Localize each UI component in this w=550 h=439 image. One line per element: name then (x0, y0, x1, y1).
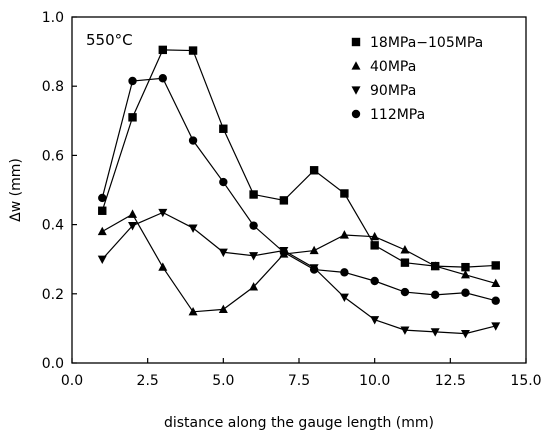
x-tick-label: 15.0 (510, 373, 541, 389)
data-point (218, 304, 228, 313)
data-point (219, 177, 228, 187)
data-point (188, 136, 198, 145)
data-point (460, 329, 470, 339)
data-point (128, 209, 138, 218)
data-point (400, 287, 410, 297)
data-point (279, 248, 289, 257)
x-tick-label: 10.0 (359, 373, 390, 389)
data-point (430, 261, 440, 270)
data-point (491, 322, 501, 331)
x-tick-label: 12.5 (435, 373, 466, 389)
data-point (400, 258, 410, 267)
series-line-3 (101, 77, 496, 302)
data-point (97, 255, 107, 264)
data-point (460, 269, 470, 279)
data-point (431, 290, 440, 300)
x-tick-label: 2.5 (137, 373, 159, 389)
legend-marker (351, 61, 361, 70)
series-line-0 (101, 49, 496, 268)
data-point (400, 326, 410, 335)
legend-label: 40MPa (370, 59, 416, 75)
x-axis-ticks: 0.0 2.5 5.0 7.5 10.0 12.5 15.0 (61, 358, 542, 389)
x-axis-label: distance along the gauge length (mm) (164, 415, 434, 431)
data-point (128, 113, 137, 122)
temperature-annotation: 550°C (86, 31, 133, 49)
y-tick-label: 0.2 (42, 287, 64, 303)
y-tick-label: 0.6 (42, 148, 64, 164)
legend-label: 90MPa (370, 83, 416, 99)
legend-marker (351, 109, 361, 119)
legend-label: 18MPa−105MPa (370, 35, 483, 51)
data-point (309, 265, 319, 274)
data-point (279, 196, 289, 205)
data-point (370, 241, 379, 250)
data-point (340, 268, 349, 277)
data-point (370, 276, 379, 286)
series-line-2 (101, 211, 496, 335)
data-point (340, 189, 349, 198)
series-markers (97, 45, 501, 339)
y-axis-label: Δw (mm) (8, 158, 24, 222)
data-point (98, 193, 107, 203)
data-point (370, 231, 380, 241)
data-point (158, 45, 167, 55)
data-point (491, 278, 501, 288)
y-tick-label: 0.4 (42, 218, 64, 234)
legend: 18MPa−105MPa 40MPa 90MPa 112MPa (351, 35, 483, 123)
x-tick-label: 7.5 (288, 373, 310, 389)
data-point (188, 306, 198, 316)
plot-frame (71, 16, 527, 364)
data-point (400, 245, 410, 254)
data-point (430, 328, 440, 337)
data-point (370, 316, 380, 325)
legend-label: 112MPa (370, 107, 425, 123)
data-point (461, 262, 470, 272)
y-tick-label: 0.0 (42, 356, 64, 372)
y-tick-label: 1.0 (42, 10, 64, 26)
data-point (249, 252, 259, 261)
legend-marker (351, 37, 361, 47)
x-tick-label: 0.0 (61, 373, 83, 389)
data-point (249, 190, 258, 199)
data-point (188, 224, 198, 233)
data-point (128, 222, 138, 231)
data-point (491, 261, 500, 270)
data-point (97, 226, 107, 236)
y-axis-ticks: 0.0 0.2 0.4 0.6 0.8 1.0 (42, 10, 77, 372)
data-point (491, 296, 500, 305)
data-point (158, 262, 168, 271)
series-lines (101, 49, 496, 335)
series-line-1 (101, 213, 496, 313)
data-point (219, 124, 228, 133)
data-point (98, 206, 107, 215)
data-point (309, 245, 319, 255)
data-point (339, 293, 349, 303)
data-point (249, 221, 258, 230)
legend-marker (351, 86, 361, 95)
data-point (218, 248, 228, 258)
data-point (249, 282, 259, 291)
data-point (158, 74, 167, 83)
x-tick-label: 5.0 (212, 373, 234, 389)
data-point (461, 288, 470, 297)
data-point (309, 166, 319, 175)
data-point (158, 208, 168, 218)
data-point (188, 46, 198, 55)
y-tick-label: 0.8 (42, 79, 64, 95)
data-point (339, 230, 349, 239)
data-point (128, 76, 137, 86)
